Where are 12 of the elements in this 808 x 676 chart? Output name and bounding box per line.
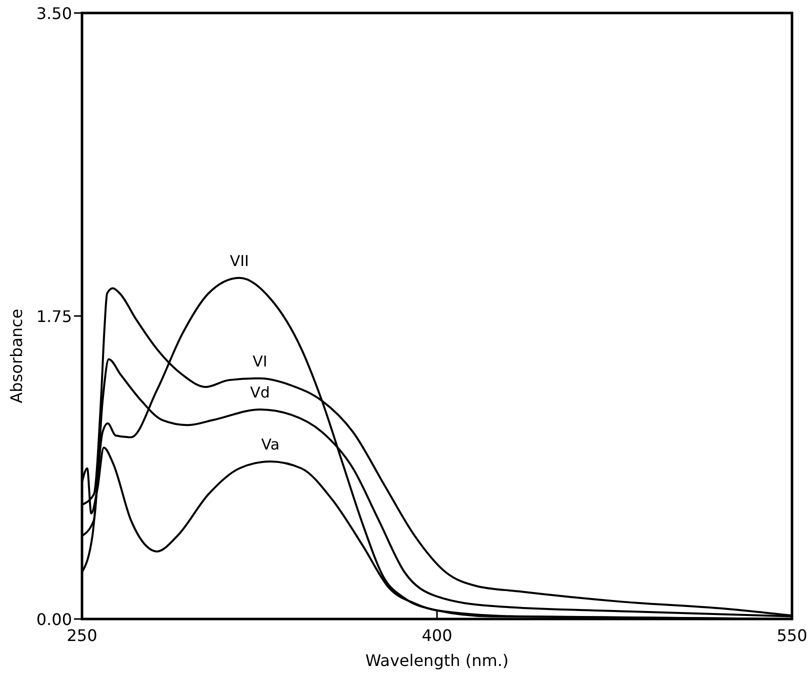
series-label: Vd xyxy=(250,383,270,402)
x-tick-label: 250 xyxy=(66,626,98,645)
y-tick-label: 1.75 xyxy=(36,307,72,326)
series-label: VII xyxy=(230,252,249,270)
series-label: VI xyxy=(252,352,268,370)
x-tick-label: 400 xyxy=(422,626,452,645)
y-tick-label: 0.00 xyxy=(36,610,72,629)
x-tick-label: 550 xyxy=(776,626,808,645)
x-axis-title: Wavelength (nm.) xyxy=(365,651,509,670)
y-tick-label: 3.50 xyxy=(36,4,72,23)
y-axis-title: Absorbance xyxy=(7,308,26,404)
series-label: Va xyxy=(261,435,280,454)
